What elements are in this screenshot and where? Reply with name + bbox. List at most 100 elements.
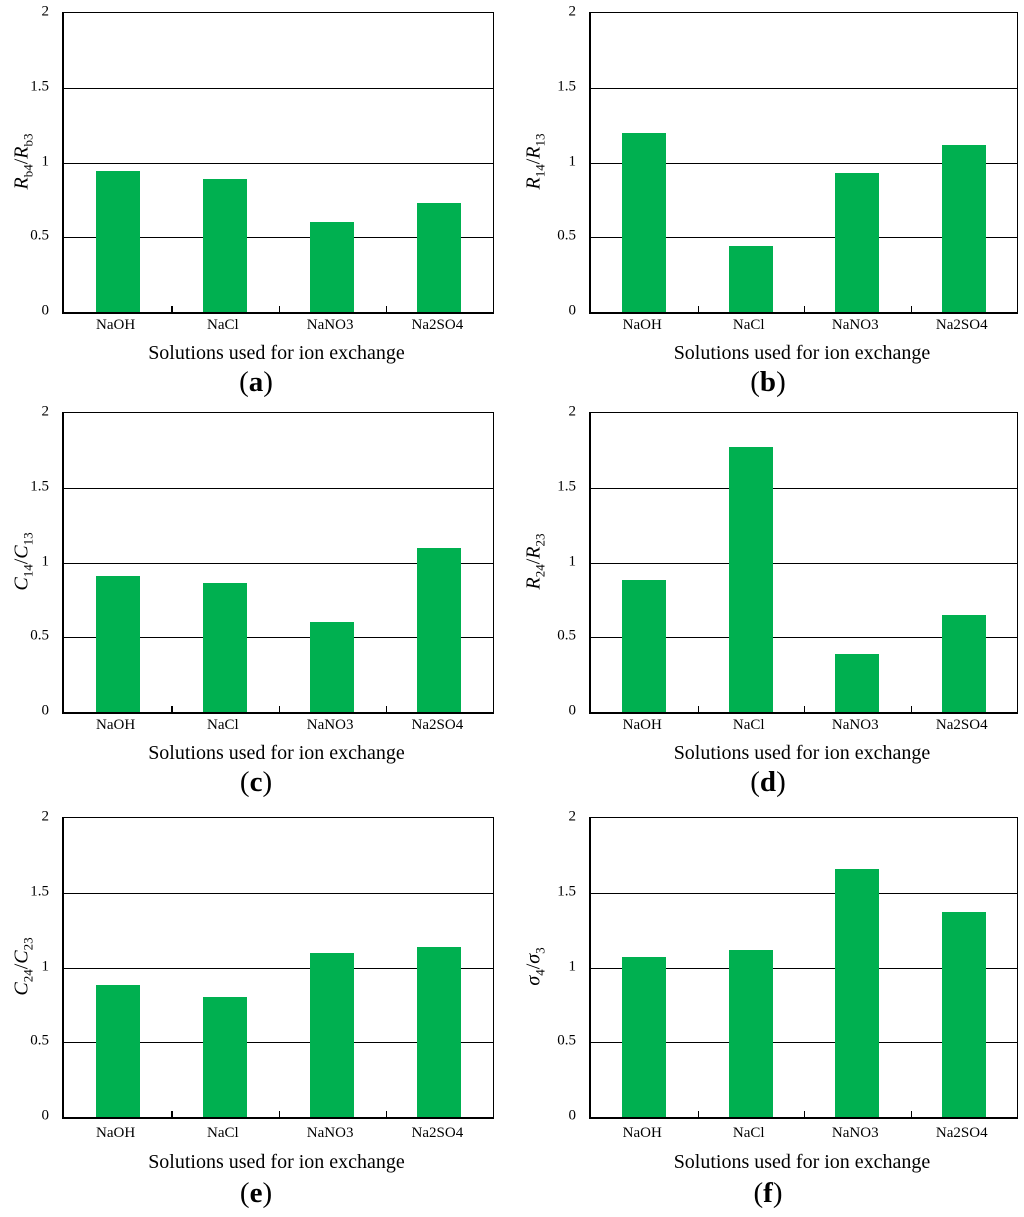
bar-NaCl [202,583,247,712]
x-tick-labels: NaOH NaCl NaNO3 Na2SO4 [62,717,491,734]
y-tick-label: 1 [568,153,577,169]
x-tick-label: NaCl [732,717,765,733]
x-axis-tick [385,706,388,712]
x-tick-label: NaCl [732,317,765,333]
bar-NaOH [622,132,667,312]
gridline [591,162,1017,164]
x-tick-label: Na2SO4 [411,317,464,333]
x-tick-label: NaOH [96,1125,136,1141]
x-axis-title: Solutions used for ion exchange [148,1151,405,1173]
gridline [591,637,1017,639]
gridline [591,87,1017,89]
y-tick-label: 1.5 [30,78,49,95]
gridline [591,487,1017,489]
bar-NaOH [95,985,140,1117]
panel-caption: (e) [239,1177,273,1209]
caption-letter: b [759,366,777,398]
y-tick-labels: 0 0.5 1 1.5 2 [0,809,50,1124]
x-axis-tick [910,706,912,712]
caption-letter: d [759,766,777,798]
bar-NaCl [728,949,773,1117]
x-axis-tick [278,1111,280,1117]
bar-NaOH [95,575,140,712]
chart-panel-b: R14/R13 0 0.5 1 1.5 2 NaOH NaCl NaNO3 Na2SO4 So… [512,0,1024,400]
x-tick-label: NaNO3 [831,717,879,733]
bar-Na2SO4 [417,946,462,1117]
x-tick-label: Na2SO4 [935,317,988,333]
bar-NaOH [95,171,140,312]
panel-caption: (d) [750,766,786,798]
gridline [591,892,1017,894]
x-axis-tick [804,706,806,712]
y-tick-label: 2 [41,3,50,20]
x-tick-labels: NaOH NaCl NaNO3 Na2SO4 [62,1125,491,1142]
y-tick-label: 0 [568,302,577,319]
caption-letter: e [249,1177,263,1209]
x-axis-tick [697,306,699,312]
x-tick-labels: NaOH NaCl NaNO3 Na2SO4 [589,717,1015,734]
y-tick-label: 0 [568,1107,577,1124]
x-axis-tick [171,1111,173,1117]
x-axis-tick [385,306,388,312]
bar-NaOH [622,580,667,712]
bar-Na2SO4 [417,202,462,312]
panel-caption: (a) [239,366,273,398]
gridline [64,1042,493,1044]
gridline [64,892,493,894]
x-axis-tick [171,706,173,712]
caption-letter: f [763,1177,773,1209]
x-axis-tick [804,306,806,312]
panel-caption: (c) [239,766,273,798]
x-tick-label: Na2SO4 [935,717,988,733]
chart-panel-c: C14/C13 0 0.5 1 1.5 2 NaOH NaCl NaNO3 Na2SO4 So… [0,400,512,805]
y-tick-label: 0 [41,1107,50,1124]
x-tick-label: NaCl [207,717,239,733]
x-tick-label: NaCl [207,1125,239,1141]
x-tick-labels: NaOH NaCl NaNO3 Na2SO4 [589,1125,1015,1142]
gridline [64,637,493,639]
y-tick-label: 1 [41,553,50,569]
x-tick-label: NaNO3 [306,317,354,333]
y-tick-label: 2 [568,808,577,825]
bar-NaOH [622,957,667,1117]
y-tick-labels: 0 0.5 1 1.5 2 [0,4,49,319]
x-tick-label: NaCl [732,1125,765,1141]
bar-NaNO3 [310,952,355,1117]
x-tick-label: NaNO3 [831,1125,879,1141]
y-tick-label: 1.5 [30,883,49,900]
plot-area [589,412,1018,714]
x-axis-title: Solutions used for ion exchange [673,1151,931,1173]
chart-panel-e: C24/C23 0 0.5 1 1.5 2 NaOH NaCl NaNO3 Na2SO4 So… [0,805,512,1217]
x-axis-tick [910,306,912,312]
gridline [591,237,1017,239]
x-axis-tick [278,306,280,312]
x-tick-label: Na2SO4 [411,717,464,733]
bar-Na2SO4 [941,144,986,312]
y-tick-label: 1.5 [30,478,49,495]
y-tick-label: 1 [568,553,577,569]
gridline [64,562,493,564]
x-axis-title: Solutions used for ion exchange [148,742,405,764]
x-tick-label: NaOH [622,1125,662,1141]
y-tick-labels: 0 0.5 1 1.5 2 [0,404,50,719]
y-tick-label: 1 [41,958,50,974]
panel-caption: (b) [750,366,786,398]
x-axis-tick [697,706,699,712]
gridline [64,87,493,89]
gridline [64,162,493,164]
y-tick-label: 0.5 [557,227,576,244]
bar-NaCl [202,178,247,312]
bar-NaNO3 [310,222,355,312]
bar-Na2SO4 [941,912,986,1117]
x-tick-label: Na2SO4 [935,1125,988,1141]
y-tick-label: 1.5 [557,883,576,900]
gridline [64,237,493,239]
gridline [64,967,493,969]
y-tick-label: 0 [41,302,50,319]
panel-caption: (f) [753,1177,783,1209]
gridline [591,1042,1017,1044]
y-tick-label: 1.5 [557,78,576,95]
x-axis-title: Solutions used for ion exchange [148,342,405,364]
bar-NaNO3 [835,172,880,312]
